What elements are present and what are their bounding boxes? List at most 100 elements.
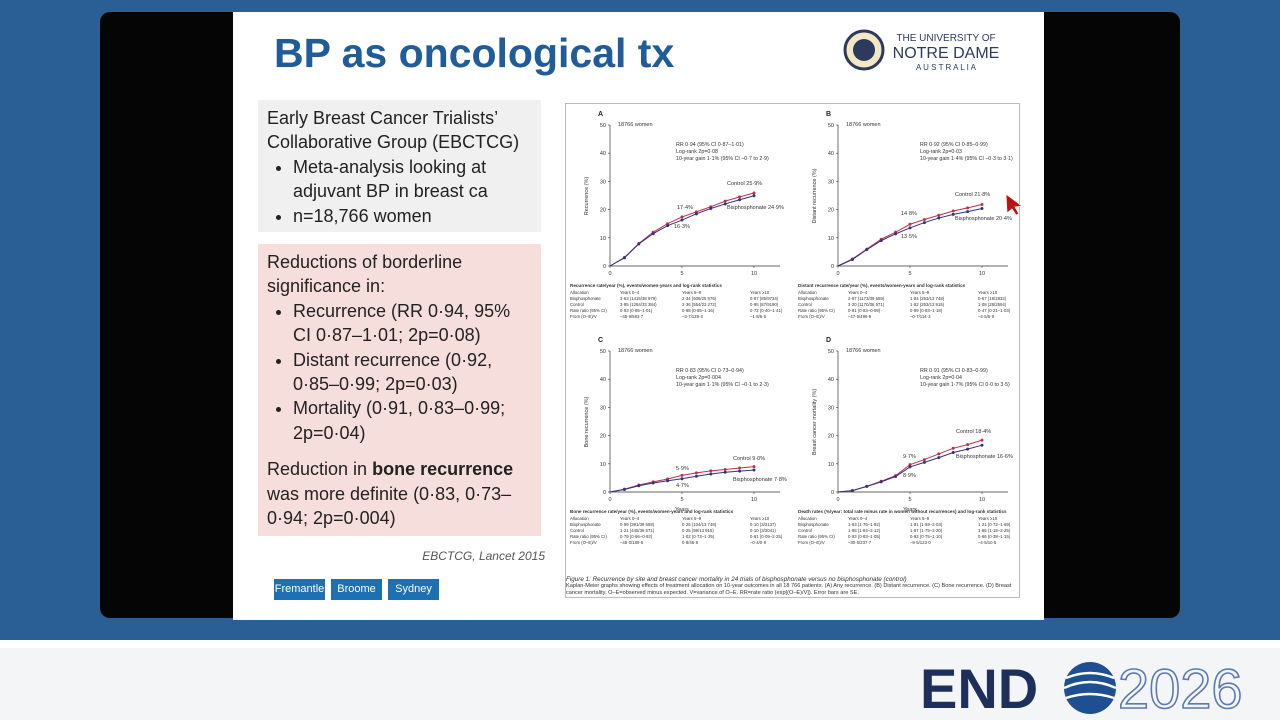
table-cell: 0·79 (0·66–0·92) [620, 534, 653, 539]
x-tick-label: 10 [979, 271, 985, 277]
table-cell: Allocation [570, 290, 589, 295]
stats-text: Log-rank 2p=0·03 [920, 149, 962, 155]
x-tick-label: 0 [836, 271, 839, 277]
y-tick-label: 10 [600, 236, 606, 242]
curve-point [680, 218, 684, 222]
curve-point [694, 474, 698, 478]
stats-text: 10-year gain 1·1% (95% CI –0·1 to 2·3) [676, 382, 769, 388]
curve-point [879, 480, 883, 484]
y-tick-label: 0 [831, 490, 834, 496]
curve-point [666, 224, 670, 228]
curve-point [680, 215, 684, 219]
table-cell: Control [570, 302, 584, 307]
stats-text: 10-year gain 1·4% (95% CI –0·3 to 3·1) [920, 156, 1013, 162]
y-tick-label: 20 [828, 208, 834, 214]
stats-text: RR 0·83 (95% CI 0·73–0·94) [676, 368, 744, 374]
curve-point [738, 195, 742, 199]
table-cell: 0·92 (0·75–1·10) [910, 534, 943, 539]
curve-point [694, 212, 698, 216]
figure-caption: Kaplan-Meier graphs showing effects of t… [566, 583, 1012, 596]
y-tick-label: 40 [600, 377, 606, 383]
annotation: Bisphosphonate 16·6% [956, 454, 1013, 460]
curve-point [752, 465, 756, 469]
table-cell: Years 0–4 [620, 516, 640, 521]
curve-point [951, 446, 955, 450]
curve-point [879, 239, 883, 243]
table-cell: Years ≥10 [978, 516, 998, 521]
table-cell: 1·21 (445/36 571) [620, 528, 655, 533]
curve-point [980, 443, 984, 447]
location-button[interactable]: Broome [331, 579, 382, 600]
curve-point [908, 465, 912, 469]
annotation: 16·3% [674, 224, 690, 230]
table-cell: 0·93 (0·85–1·01) [620, 308, 653, 313]
logo-text: A U S T R A L I A [916, 63, 977, 72]
y-tick-label: 40 [828, 377, 834, 383]
bullet-list: Recurrence (RR 0·94, 95% CI 0·87–1·01; 2… [267, 299, 532, 445]
y-tick-label: 30 [600, 179, 606, 185]
table-cell: 0·99 (391/39 559) [620, 522, 655, 527]
globe [1064, 662, 1116, 714]
x-tick-label: 0 [608, 271, 611, 277]
panel-label: A [598, 111, 603, 118]
globe-lines [1063, 671, 1117, 700]
curve-point [723, 470, 727, 474]
table-cell: –30·5/237·7 [848, 540, 872, 545]
curve-point [966, 443, 970, 447]
curve-point [738, 466, 742, 470]
stats-text: Log-rank 2p=0·004 [676, 375, 721, 381]
crest-inner [853, 39, 875, 61]
table-cell: –9·5/123·0 [910, 540, 931, 545]
location-button[interactable]: Sydney [388, 579, 439, 600]
y-tick-label: 10 [828, 236, 834, 242]
table-cell: Years ≥10 [750, 516, 770, 521]
annotation: 8·9% [903, 473, 916, 479]
logo: THE UNIVERSITY OF NOTRE DAME A U S T R A… [843, 29, 999, 72]
curve-point [865, 484, 869, 488]
x-tick-label: 0 [836, 497, 839, 503]
curve-point [908, 226, 912, 230]
table-cell: Rate ratio (95% CI) [798, 534, 835, 539]
table-cell: From (O–E)/V [798, 314, 825, 319]
logo-text: THE UNIVERSITY OF [896, 33, 995, 44]
location-button[interactable]: Fremantle [274, 579, 325, 600]
stats-text: 10-year gain 1·7% (95% CI 0·0 to 3·5) [920, 382, 1010, 388]
table-cell: 1·08 (28/2594) [978, 302, 1007, 307]
y-axis-label: Recurrence (%) [584, 177, 590, 216]
table-cell: From (O–E)/V [570, 314, 597, 319]
table-cell: 0·91 (0·83–0·99) [848, 308, 881, 313]
curve-point [738, 469, 742, 473]
panel-n: 18766 women [846, 122, 881, 128]
table-cell: 0·66 (0·38–1·15) [978, 534, 1011, 539]
curve-point [937, 452, 941, 456]
curve-point [966, 447, 970, 451]
y-tick-label: 50 [600, 123, 606, 129]
y-tick-label: 50 [600, 349, 606, 355]
curve-point [637, 242, 641, 246]
table-cell: 2·97 (1173/39 559) [848, 296, 885, 301]
curve-point [723, 199, 727, 203]
y-tick-label: 20 [600, 434, 606, 440]
curve-point [666, 479, 670, 483]
y-tick-label: 40 [600, 151, 606, 157]
bullet: n=18,766 women [293, 204, 532, 228]
y-tick-label: 10 [828, 462, 834, 468]
table-cell: 1·21 (0·72–1·69) [978, 522, 1011, 527]
annotation: 9·7% [903, 454, 916, 460]
curve-point [951, 212, 955, 216]
table-cell: Bisphosphonate [570, 522, 601, 527]
curve [837, 444, 983, 493]
table-cell: 1·97 (1·75–2·20) [910, 528, 943, 533]
x-tick-label: 10 [979, 497, 985, 503]
table-cell: Allocation [798, 516, 817, 521]
table-cell: 0·25 (99/13 915) [682, 528, 714, 533]
table-cell: 1·81 (1·59–2·03) [910, 522, 943, 527]
curve-point [651, 481, 655, 485]
curve-point [738, 198, 742, 202]
table-cell: 0·98 (0·85–1·16) [682, 308, 715, 313]
x-tick-label: 10 [751, 497, 757, 503]
table-cell: 3·63 (1415/38 979) [620, 296, 657, 301]
table-cell: 0·10 (3/3041) [750, 528, 776, 533]
